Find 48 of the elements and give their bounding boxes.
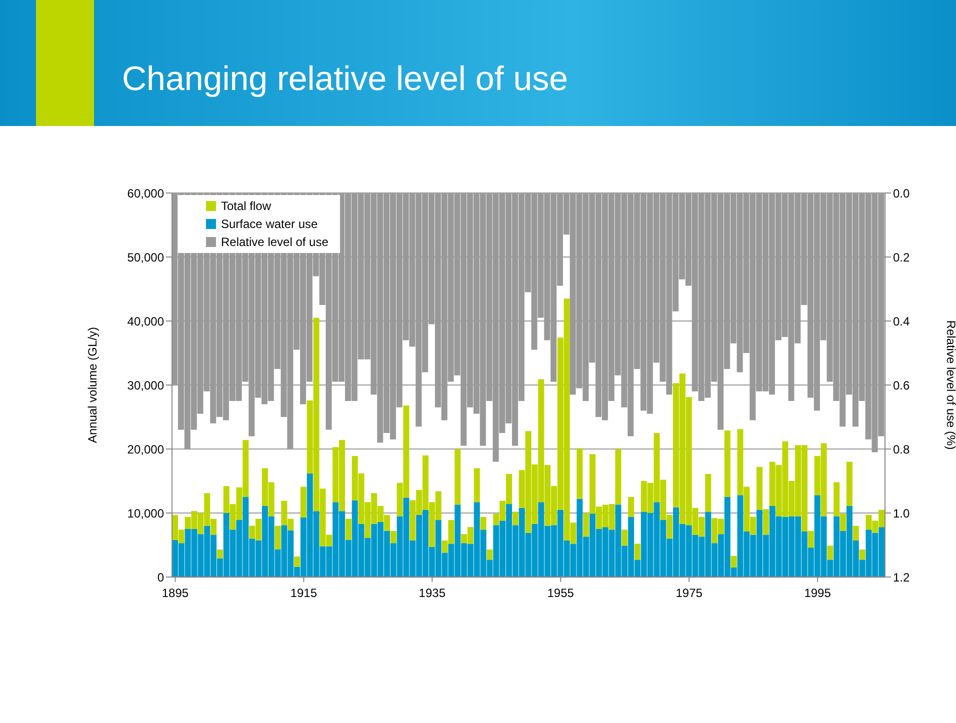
y-tick-label: 50,000 — [127, 250, 164, 264]
bar — [480, 516, 486, 530]
x-tick-label: 1975 — [676, 586, 703, 600]
bar — [628, 497, 634, 517]
bar — [474, 468, 480, 502]
y-tick-label: 10,000 — [127, 506, 164, 520]
x-tick-label: 1995 — [804, 586, 832, 600]
x-tick-label: 1895 — [162, 586, 189, 600]
legend-label: Total flow — [221, 199, 272, 213]
y-tick-label: 30,000 — [127, 378, 164, 392]
x-tick-label: 1935 — [418, 586, 446, 600]
bar — [827, 546, 834, 560]
x-tick-label: 1955 — [547, 586, 574, 600]
bar — [512, 512, 518, 526]
bar — [486, 549, 493, 560]
y-tick-label: 0 — [157, 570, 164, 584]
bar — [294, 556, 300, 567]
y2-tick-label: 0.8 — [893, 442, 910, 456]
bar — [576, 448, 583, 499]
bar — [274, 526, 281, 550]
y2-tick-label: 1.2 — [893, 570, 910, 584]
bar — [852, 526, 859, 541]
bar — [634, 544, 640, 560]
bar — [859, 549, 866, 560]
y-tick-label: 60,000 — [127, 186, 164, 200]
y2-tick-label: 0.2 — [893, 250, 910, 264]
bar — [390, 530, 396, 544]
legend-label: Relative level of use — [221, 235, 328, 249]
y2-tick-label: 0.0 — [893, 186, 910, 200]
y-tick-label: 20,000 — [127, 442, 164, 456]
y-axis-title: Annual volume (GL/y) — [85, 326, 100, 444]
bar — [300, 486, 306, 518]
legend-label: Surface water use — [221, 217, 318, 231]
bar — [454, 449, 461, 505]
y2-axis-title: Relative level of use (%) — [944, 320, 956, 450]
y2-tick-label: 0.6 — [893, 378, 910, 392]
bar — [730, 556, 737, 568]
bar — [622, 530, 628, 546]
bar — [216, 549, 223, 558]
bar — [846, 462, 852, 506]
chart-title: Changing relative level of use — [122, 60, 568, 99]
bar — [724, 430, 730, 497]
y-tick-label: 40,000 — [127, 314, 164, 328]
bar — [345, 518, 352, 540]
y2-tick-label: 1.0 — [893, 506, 910, 520]
x-tick-label: 1915 — [290, 586, 318, 600]
y2-tick-label: 0.4 — [893, 314, 910, 328]
bar — [705, 474, 712, 512]
